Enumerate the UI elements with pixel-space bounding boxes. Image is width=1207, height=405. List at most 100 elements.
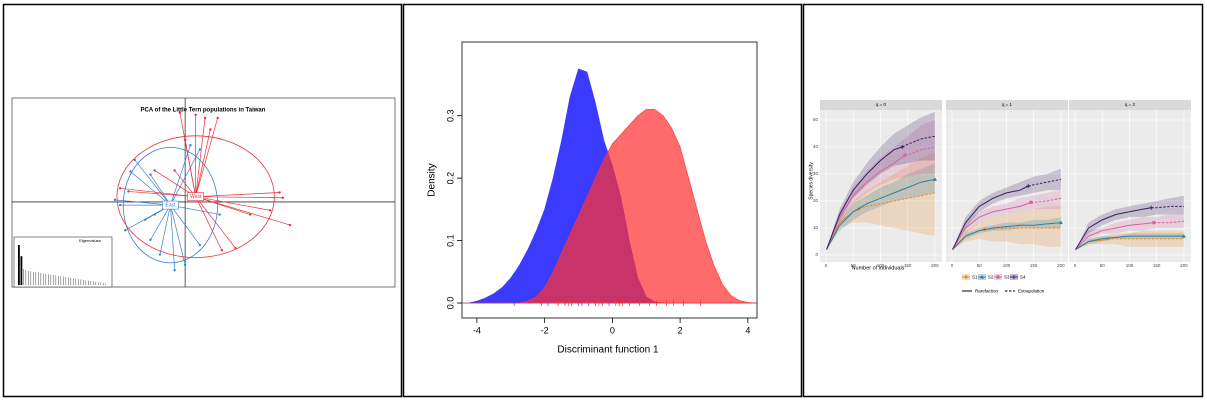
observed-marker [1181, 234, 1186, 238]
point [118, 203, 122, 207]
point [183, 138, 187, 142]
eigen-bar [90, 281, 92, 285]
facet-background [1069, 110, 1191, 262]
loading-arrow [150, 174, 171, 206]
observed-marker [1058, 220, 1063, 225]
confidence-band [1075, 233, 1184, 250]
eigen-bar [43, 273, 44, 285]
loading-arrow [150, 204, 171, 240]
loading-arrow [195, 196, 271, 211]
eigen-bar [105, 283, 107, 285]
point [124, 229, 127, 232]
point [129, 170, 132, 173]
loading-arrow [195, 196, 223, 251]
loading-arrow [195, 117, 206, 197]
loading-arrow [170, 149, 201, 206]
confidence-band [1075, 214, 1184, 250]
y-axis-label: Density [427, 163, 438, 196]
point [189, 144, 192, 147]
point [133, 158, 136, 162]
y-tick-label: 0.2 [445, 172, 455, 185]
eigen-bar [53, 275, 54, 285]
legend-label: S2 [988, 275, 994, 280]
x-tick-label: 2 [678, 325, 683, 335]
rarefaction-line [826, 146, 903, 250]
chart-title: PCA of the Little Tern populations in Ta… [141, 108, 266, 114]
observed-marker [1029, 200, 1033, 204]
observed-marker [900, 144, 905, 149]
eigen-bar [50, 274, 52, 285]
eigen-bar [40, 273, 42, 285]
loading-arrow [195, 192, 280, 198]
x-tick-label: 0 [610, 325, 615, 335]
x-tick-label: 100 [1003, 263, 1011, 268]
confidence-band [826, 152, 935, 250]
observed-marker [903, 153, 907, 157]
legend-marker [980, 275, 984, 279]
legend-marker [996, 275, 1000, 279]
x-tick-label: 4 [745, 325, 750, 335]
legend-label: Extrapolation [1018, 289, 1045, 294]
observed-marker [1149, 205, 1154, 210]
point [220, 249, 224, 252]
loading-arrow [170, 205, 186, 266]
point [127, 190, 130, 193]
x-tick-label: 50 [1100, 263, 1106, 268]
facet-strip [946, 100, 1068, 110]
rarefaction-line [826, 154, 906, 250]
x-tick-label: 100 [1126, 263, 1134, 268]
facet-background [820, 110, 942, 262]
confidence-band [952, 168, 1061, 250]
confidence-band [1075, 230, 1184, 250]
point [288, 223, 292, 227]
point [113, 198, 117, 202]
point [149, 173, 152, 176]
rarefaction-line [952, 222, 1061, 250]
point [218, 213, 221, 216]
loading-arrow [134, 159, 171, 206]
point [173, 169, 176, 172]
y-tick-label: 0 [815, 252, 818, 257]
legend-marker [1012, 275, 1016, 279]
rarefaction-line [952, 201, 1032, 250]
point [248, 213, 252, 216]
extrapolation-line [902, 135, 936, 148]
eigen-bar [78, 279, 79, 285]
loading-arrow [195, 196, 283, 199]
pca-frame [11, 97, 396, 288]
eigen-bar [88, 280, 89, 285]
loading-arrow [128, 191, 196, 198]
x-tick-label: 150 [1153, 263, 1161, 268]
x-tick-label: 200 [931, 263, 939, 268]
eigen-bar [93, 281, 94, 285]
point [203, 116, 207, 120]
loading-arrow [170, 204, 201, 246]
point [234, 246, 237, 250]
loading-arrow [195, 117, 219, 197]
y-tick-label: 50 [813, 117, 819, 122]
loading-arrow [174, 170, 196, 197]
loading-arrow [159, 205, 171, 255]
observed-marker [1152, 220, 1156, 225]
rarefaction-line [1075, 235, 1184, 251]
point [149, 238, 152, 241]
point [281, 196, 284, 199]
loading-arrow [195, 196, 251, 215]
y-tick-label: 0.0 [445, 297, 455, 310]
x-tick-label: 0 [825, 263, 828, 268]
eigen-bar [58, 275, 59, 285]
point [158, 253, 162, 256]
point [178, 111, 182, 114]
eigen-bar [80, 279, 82, 285]
observed-marker [1026, 184, 1031, 189]
x-axis-label: Discriminant function 1 [557, 345, 659, 356]
eigen-bar [33, 271, 34, 285]
confidence-band [826, 111, 935, 250]
group-label: West [190, 194, 202, 200]
x-tick-label: -4 [473, 325, 481, 335]
eigen-bar [100, 282, 102, 285]
loading-arrow [184, 139, 196, 197]
group-label: East [165, 202, 176, 208]
eigen-bar [38, 272, 39, 285]
loading-arrow [195, 196, 291, 226]
